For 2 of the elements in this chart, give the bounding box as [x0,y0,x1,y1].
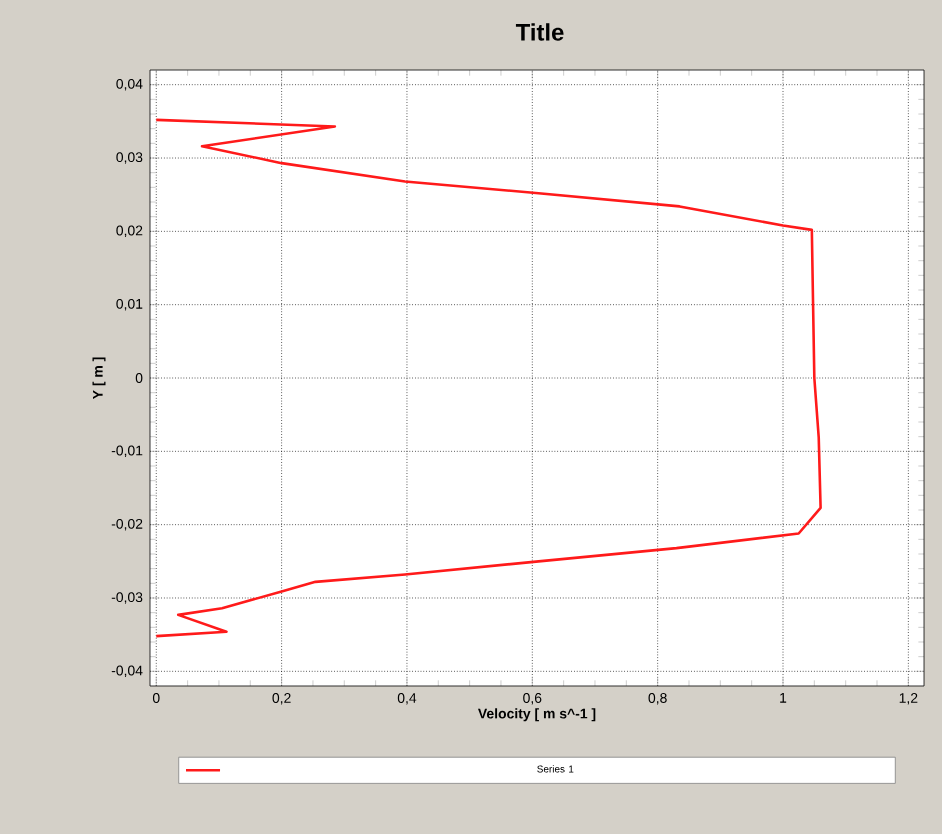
chart-title: Title [515,23,564,41]
line-series [154,118,822,638]
